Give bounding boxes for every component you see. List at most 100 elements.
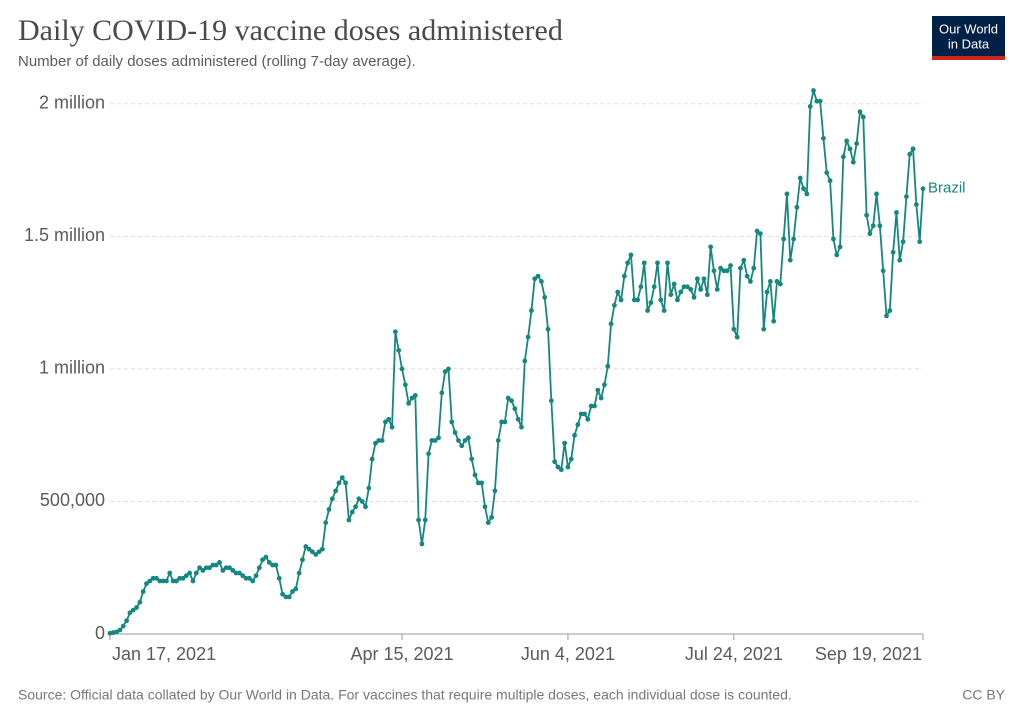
data-point [213,562,219,568]
data-point [200,567,206,573]
data-point [379,438,385,443]
data-point [462,438,468,443]
data-point [512,406,518,412]
data-point [555,464,561,470]
data-point [608,321,614,327]
data-point [665,260,670,266]
data-point [771,318,777,324]
data-point [890,249,896,255]
data-point [774,279,780,284]
data-point [548,398,554,404]
data-point [645,308,650,313]
data-point [907,151,913,157]
data-point [880,268,886,274]
data-point [253,573,259,579]
data-point [894,210,899,215]
data-point [661,308,667,313]
series-label: Brazil [928,180,966,197]
data-point [210,562,216,568]
data-point [787,257,793,263]
data-point [446,366,451,372]
data-point [744,273,750,279]
data-point [150,575,156,581]
data-point [917,239,923,245]
data-point [857,109,863,115]
x-tick-label: Jul 24, 2021 [685,644,783,664]
data-point [621,273,627,279]
data-point [840,154,846,160]
data-point [724,268,730,274]
data-point [137,599,143,605]
data-point [406,400,412,406]
data-point [565,464,571,470]
data-point [525,334,531,340]
data-point [704,292,710,298]
data-point [509,398,514,404]
data-point [568,456,574,462]
data-point [860,114,866,120]
data-point [615,289,621,295]
data-point [233,570,239,576]
data-point [256,565,262,571]
data-point [452,430,458,435]
data-point [824,170,830,176]
data-point [134,605,139,610]
data-point [904,194,909,199]
data-point [694,276,700,282]
data-point [920,186,926,192]
data-point [240,573,246,579]
data-point [718,265,723,271]
data-point [884,313,889,319]
data-point [708,244,714,250]
data-point [286,594,292,600]
chart-subtitle: Number of daily doses administered (roll… [18,53,416,70]
data-point [402,382,408,388]
data-point [363,504,368,510]
data-point [684,284,690,290]
data-point [223,565,229,571]
data-point [867,231,873,237]
data-point [157,578,163,584]
data-point [193,570,199,576]
data-point [688,286,694,292]
data-point [449,419,455,425]
data-point [495,438,501,443]
x-tick-label: Jun 4, 2021 [521,644,615,664]
source-note: Source: Official data collated by Our Wo… [18,687,792,703]
data-point [505,395,511,401]
data-point [482,504,488,510]
data-point [323,520,329,526]
data-point [356,496,362,502]
y-tick-label: 0 [95,623,105,643]
data-point [714,286,720,292]
data-point [117,627,123,633]
data-point [728,263,733,268]
data-point [260,557,266,563]
data-point [300,557,305,563]
data-point [701,276,707,282]
data-point [850,159,856,165]
data-point [227,565,232,571]
data-point [734,334,740,340]
data-point [429,438,435,443]
data-point [170,578,176,584]
x-tick-label: Jan 17, 2021 [112,644,216,664]
data-point [326,507,332,512]
data-point [465,435,471,441]
y-tick-label: 500,000 [40,490,105,510]
data-point [602,382,607,388]
data-point [834,252,840,258]
data-point [409,395,415,401]
data-point [777,281,783,287]
data-point [675,297,680,303]
data-point [290,589,295,594]
data-point [412,393,418,398]
data-point [203,565,209,571]
logo-text: in Data [948,36,990,51]
data-point [296,570,302,576]
data-point [721,268,727,274]
data-point [598,395,604,401]
data-point [389,424,395,430]
data-point [758,231,763,237]
